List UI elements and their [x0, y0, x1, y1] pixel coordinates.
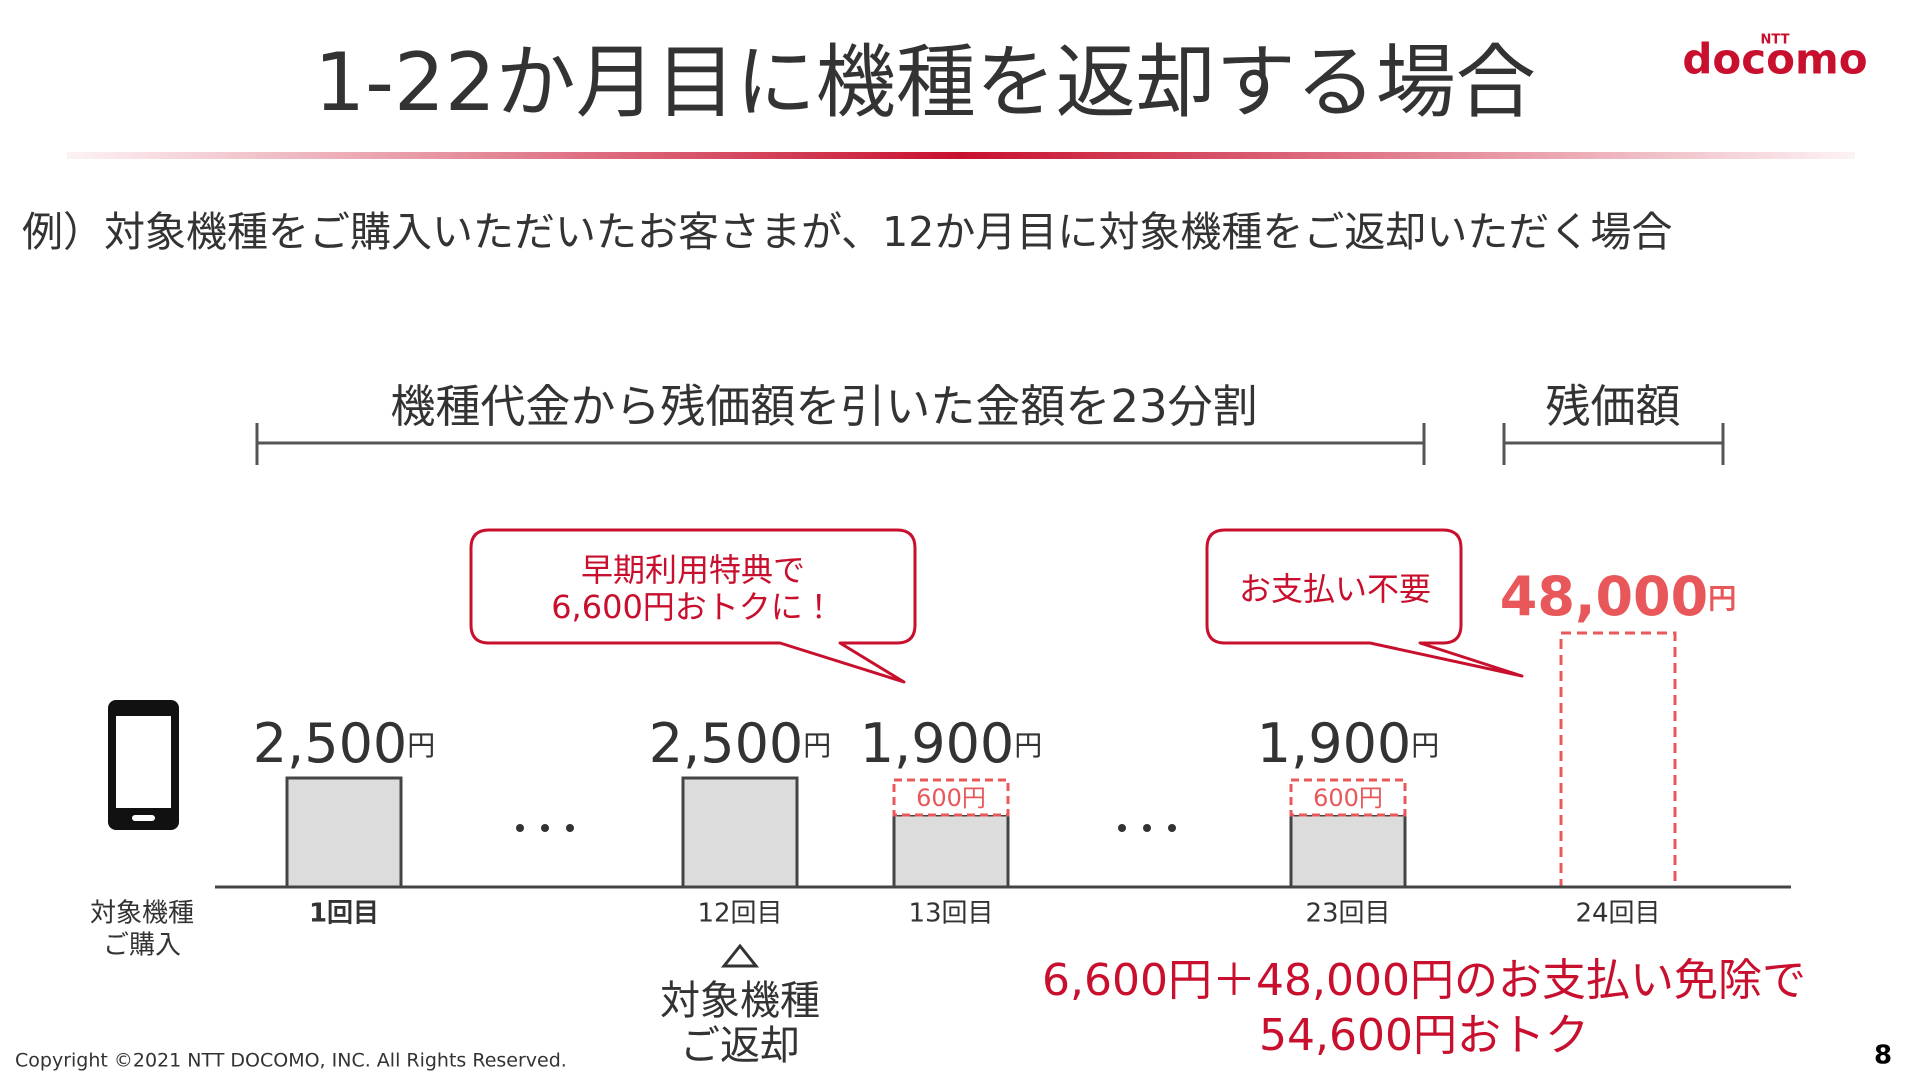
amount-unit: 円: [407, 729, 435, 762]
callout-text: 早期利用特典で: [581, 551, 805, 589]
payment-bar: [285, 776, 403, 889]
logo: docomo: [1682, 35, 1867, 84]
conclusion: 54,600円おトク: [1259, 1010, 1589, 1061]
title: 1-22か月目に機種を返却する場合: [314, 36, 1536, 129]
amount-number: 2,500: [649, 712, 804, 775]
amount-number: 48,000: [1500, 565, 1708, 628]
copyright: Copyright ©2021 NTT DOCOMO, INC. All Rig…: [15, 1050, 567, 1072]
logo-ntt: NTT: [1761, 33, 1790, 48]
amount: 1,900円: [1257, 712, 1440, 775]
amount: 2,500円: [253, 712, 436, 775]
installment-label: 24回目: [1575, 899, 1660, 929]
callout-text: お支払い不要: [1239, 570, 1431, 608]
amount-unit: 円: [803, 729, 831, 762]
title-rule: [67, 152, 1855, 159]
page-number: 8: [1874, 1041, 1892, 1071]
bracket-label: 残価額: [1545, 380, 1680, 433]
installment-label: 13回目: [908, 899, 993, 929]
conclusion: 6,600円＋48,000円のお支払い免除で: [1042, 955, 1806, 1006]
brackets: [255, 423, 1725, 465]
amount-number: 2,500: [253, 712, 408, 775]
amount: 48,000円: [1500, 565, 1736, 628]
amount-unit: 円: [1014, 729, 1042, 762]
payment-bar: [892, 813, 1010, 889]
return-label: 対象機種: [660, 978, 820, 1024]
return-marker: [720, 943, 760, 968]
callout-text: 6,600円おトクに！: [551, 588, 835, 626]
residual-box: [1559, 631, 1677, 889]
purchase-label: ご購入: [103, 931, 181, 961]
purchase-label: 対象機種: [90, 899, 194, 929]
installment-label: 12回目: [697, 899, 782, 929]
waived-label: 600円: [916, 784, 986, 812]
waived-box: [1289, 778, 1407, 817]
installment-label: 23回目: [1305, 899, 1390, 929]
waived-box: [892, 778, 1010, 817]
amount-unit: 円: [1411, 729, 1439, 762]
payment-bar: [681, 776, 799, 889]
bracket-label: 機種代金から残価額を引いた金額を23分割: [390, 380, 1257, 433]
return-label: ご返却: [680, 1023, 800, 1069]
subtitle: 例）対象機種をご購入いただいたお客さまが、12か月目に対象機種をご返却いただく場…: [22, 208, 1672, 256]
phone-icon: [108, 700, 179, 830]
amount-number: 1,900: [1257, 712, 1412, 775]
waived-label: 600円: [1313, 784, 1383, 812]
amount-unit: 円: [1708, 582, 1736, 615]
amount: 2,500円: [649, 712, 832, 775]
amount: 1,900円: [860, 712, 1043, 775]
callout-shapes: [469, 528, 1524, 684]
payment-bar: [1289, 813, 1407, 889]
ellipsis: [516, 824, 1176, 832]
installment-label: 1回目: [309, 899, 379, 929]
amount-number: 1,900: [860, 712, 1015, 775]
